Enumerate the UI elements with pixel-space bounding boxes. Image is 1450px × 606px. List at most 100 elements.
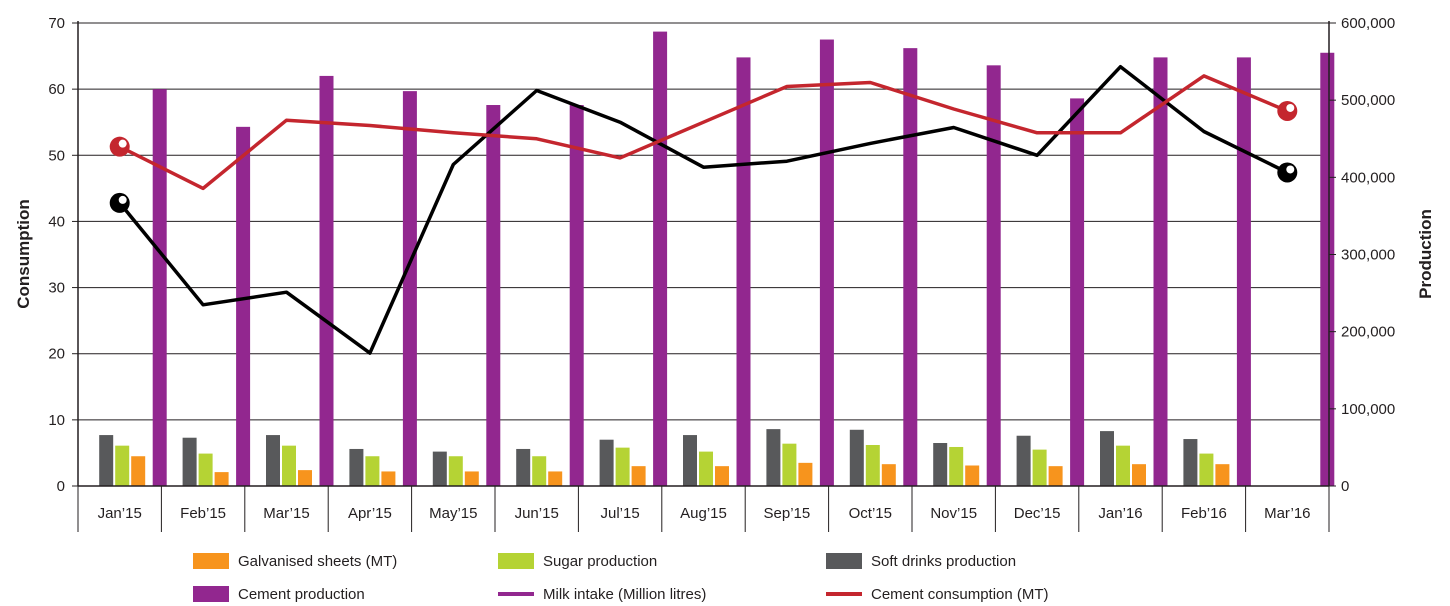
x-tick-label: Jun’15 bbox=[515, 505, 559, 522]
x-tick-label: Feb’15 bbox=[180, 505, 226, 522]
y-right-tick-label: 100,000 bbox=[1341, 401, 1395, 418]
lines-layer bbox=[109, 64, 1298, 355]
x-tick-label: Feb’16 bbox=[1181, 505, 1227, 522]
legend-item-soft-drinks-production: Soft drinks production bbox=[826, 553, 1016, 570]
y-right-tick-label: 200,000 bbox=[1341, 324, 1395, 341]
line-cement-consumption-mt bbox=[118, 74, 1288, 191]
bars-layer bbox=[99, 31, 1335, 487]
line-endpoint-cement-consumption-mt bbox=[109, 136, 130, 157]
legend-label: Sugar production bbox=[543, 553, 657, 570]
bar-soft-drinks-production bbox=[266, 435, 280, 486]
bar-galvanised-sheets-mt bbox=[548, 471, 563, 486]
bar-cement-production bbox=[1153, 57, 1168, 486]
bar-soft-drinks-production bbox=[1016, 435, 1031, 486]
bar-sugar-production bbox=[782, 443, 797, 486]
x-tick-label: Jan’15 bbox=[98, 505, 142, 522]
bar-cement-production bbox=[402, 91, 417, 487]
bar-soft-drinks-production bbox=[599, 439, 614, 486]
bar-soft-drinks-production bbox=[933, 443, 948, 486]
bar-soft-drinks-production bbox=[849, 429, 864, 486]
bar-cement-production bbox=[569, 105, 584, 486]
bar-soft-drinks-production bbox=[1100, 431, 1114, 486]
x-tick-label: Jan’16 bbox=[1098, 505, 1142, 522]
bar-galvanised-sheets-mt bbox=[715, 466, 729, 486]
y-left-tick-label: 60 bbox=[48, 81, 65, 98]
bar-galvanised-sheets-mt bbox=[464, 471, 479, 486]
y-right-tick-label: 500,000 bbox=[1341, 92, 1395, 109]
line-endpoint-highlight bbox=[118, 195, 127, 204]
y-left-tick-label: 0 bbox=[57, 478, 65, 495]
bar-cement-production bbox=[486, 105, 501, 486]
bar-soft-drinks-production bbox=[432, 451, 447, 486]
y-right-tick-label: 600,000 bbox=[1341, 15, 1395, 32]
y-left-tick-label: 30 bbox=[48, 280, 65, 297]
bar-galvanised-sheets-mt bbox=[1048, 466, 1063, 486]
bar-galvanised-sheets-mt bbox=[381, 471, 396, 486]
bar-cement-production bbox=[319, 75, 334, 487]
y-right-tick-label: 300,000 bbox=[1341, 247, 1395, 264]
legend-label: Cement production bbox=[238, 586, 365, 603]
bar-soft-drinks-production bbox=[766, 429, 781, 486]
line-endpoint-highlight bbox=[1286, 165, 1295, 174]
bar-galvanised-sheets-mt bbox=[798, 462, 813, 486]
x-tick-label: Mar’16 bbox=[1264, 505, 1310, 522]
bar-cement-production bbox=[1070, 98, 1085, 486]
bar-cement-production bbox=[1320, 52, 1335, 487]
bar-sugar-production bbox=[365, 456, 380, 486]
bar-cement-production bbox=[819, 39, 834, 487]
bar-soft-drinks-production bbox=[516, 448, 531, 486]
bar-soft-drinks-production bbox=[99, 435, 114, 486]
line-endpoint-milk-intake-million-litres bbox=[1277, 162, 1298, 183]
axes-layer: 0 10 20 30 40 50 60 70 0 100,000 200,000 300,000 400… bbox=[48, 15, 1395, 532]
bar-sugar-production bbox=[699, 451, 713, 486]
y-left-tick-label: 10 bbox=[48, 412, 65, 429]
bar-galvanised-sheets-mt bbox=[965, 465, 980, 486]
x-tick-label: Sep’15 bbox=[764, 505, 811, 522]
bar-sugar-production bbox=[1116, 445, 1130, 486]
bar-soft-drinks-production bbox=[683, 435, 697, 486]
x-tick-label: Oct’15 bbox=[849, 505, 892, 522]
bar-cement-production bbox=[986, 65, 1001, 487]
bar-cement-production bbox=[152, 89, 167, 487]
x-tick-label: Nov’15 bbox=[930, 505, 977, 522]
bar-sugar-production bbox=[949, 446, 964, 486]
bar-sugar-production bbox=[1199, 453, 1214, 486]
bar-galvanised-sheets-mt bbox=[1132, 464, 1146, 486]
line-endpoint-cement-consumption-mt bbox=[1277, 100, 1298, 121]
bar-galvanised-sheets-mt bbox=[1215, 464, 1230, 486]
legend-swatch bbox=[826, 553, 862, 569]
legend: Galvanised sheets (MT) Sugar production So… bbox=[193, 553, 1049, 603]
bar-galvanised-sheets-mt bbox=[881, 464, 896, 486]
x-tick-label: Jul’15 bbox=[600, 505, 639, 522]
bar-galvanised-sheets-mt bbox=[131, 456, 146, 486]
bar-soft-drinks-production bbox=[1183, 439, 1198, 486]
legend-swatch bbox=[498, 553, 534, 569]
legend-item-galvanised-sheets-mt: Galvanised sheets (MT) bbox=[193, 553, 397, 570]
bar-cement-production bbox=[236, 126, 251, 486]
y-right-tick-label: 0 bbox=[1341, 478, 1349, 495]
bar-sugar-production bbox=[1032, 449, 1047, 486]
bar-sugar-production bbox=[532, 456, 547, 486]
legend-swatch bbox=[193, 553, 229, 569]
line-endpoint-milk-intake-million-litres bbox=[109, 192, 130, 213]
legend-item-cement-consumption-mt: Cement consumption (MT) bbox=[826, 586, 1049, 603]
bar-soft-drinks-production bbox=[349, 448, 364, 486]
bar-cement-production bbox=[736, 57, 751, 486]
bar-galvanised-sheets-mt bbox=[631, 466, 646, 486]
legend-label: Cement consumption (MT) bbox=[871, 586, 1049, 603]
bar-sugar-production bbox=[448, 456, 463, 486]
legend-item-cement-production: Cement production bbox=[193, 586, 365, 603]
bar-sugar-production bbox=[198, 453, 213, 486]
bar-soft-drinks-production bbox=[182, 437, 197, 486]
bar-galvanised-sheets-mt bbox=[298, 470, 312, 486]
y-left-tick-label: 50 bbox=[48, 147, 65, 164]
legend-swatch bbox=[193, 586, 229, 602]
legend-label: Galvanised sheets (MT) bbox=[238, 553, 397, 570]
bar-galvanised-sheets-mt bbox=[214, 472, 229, 486]
bar-sugar-production bbox=[865, 444, 880, 486]
x-tick-label: Apr’15 bbox=[348, 505, 392, 522]
y-left-tick-label: 20 bbox=[48, 346, 65, 363]
line-milk-intake-million-litres bbox=[118, 64, 1289, 355]
bar-cement-production bbox=[653, 31, 668, 486]
